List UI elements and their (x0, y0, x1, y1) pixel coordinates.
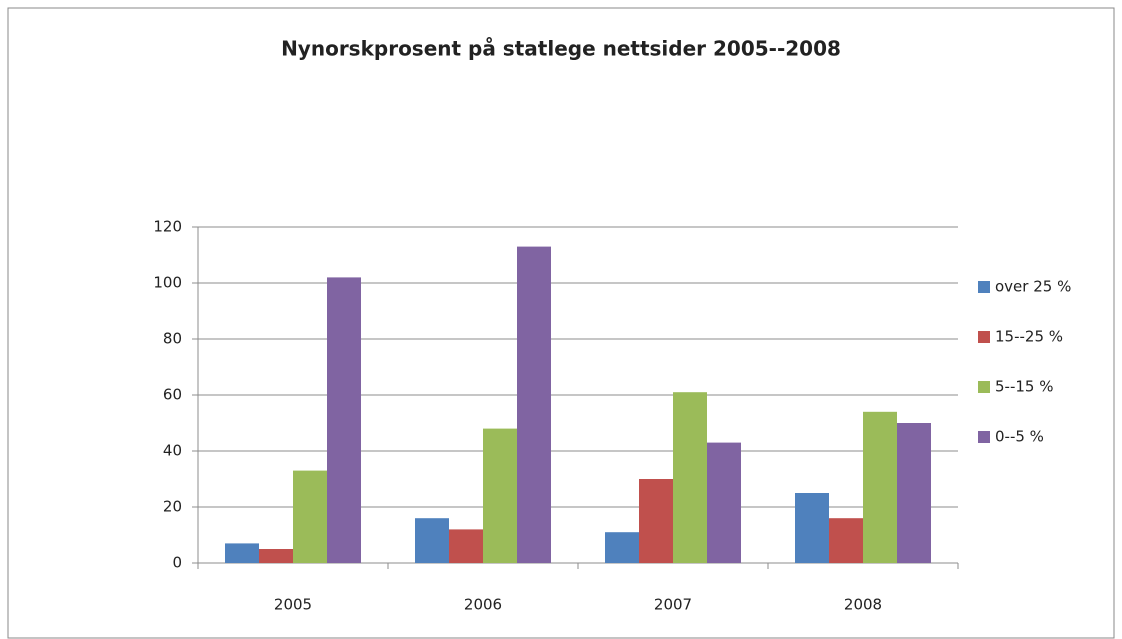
bar (415, 518, 449, 563)
bar (605, 532, 639, 563)
x-tick-label: 2005 (274, 596, 312, 614)
bar (259, 549, 293, 563)
bar (517, 246, 551, 563)
bar (707, 442, 741, 563)
x-tick-label: 2008 (844, 596, 882, 614)
bar (293, 470, 327, 563)
legend-label: 0--5 % (995, 428, 1044, 446)
bar (639, 479, 673, 563)
bar (327, 277, 361, 563)
y-tick-label: 80 (163, 330, 182, 348)
legend-label: 5--15 % (995, 378, 1053, 396)
legend-label: over 25 % (995, 278, 1071, 296)
y-tick-label: 40 (163, 442, 182, 460)
chart-title: Nynorskprosent på statlege nettsider 200… (281, 37, 841, 61)
bar (449, 529, 483, 563)
bar (829, 518, 863, 563)
legend-label: 15--25 % (995, 328, 1063, 346)
bar (483, 428, 517, 563)
bar (673, 392, 707, 563)
legend-swatch (978, 381, 990, 393)
x-tick-label: 2006 (464, 596, 502, 614)
bar (897, 423, 931, 563)
y-tick-label: 120 (153, 218, 182, 236)
legend-swatch (978, 331, 990, 343)
legend-swatch (978, 281, 990, 293)
y-tick-label: 20 (163, 498, 182, 516)
chart-border (7, 7, 1115, 639)
y-tick-label: 0 (172, 554, 182, 572)
bar (795, 493, 829, 563)
y-tick-label: 60 (163, 386, 182, 404)
bar (225, 543, 259, 563)
bar (863, 411, 897, 563)
x-tick-label: 2007 (654, 596, 692, 614)
y-tick-label: 100 (153, 274, 182, 292)
legend-swatch (978, 431, 990, 443)
